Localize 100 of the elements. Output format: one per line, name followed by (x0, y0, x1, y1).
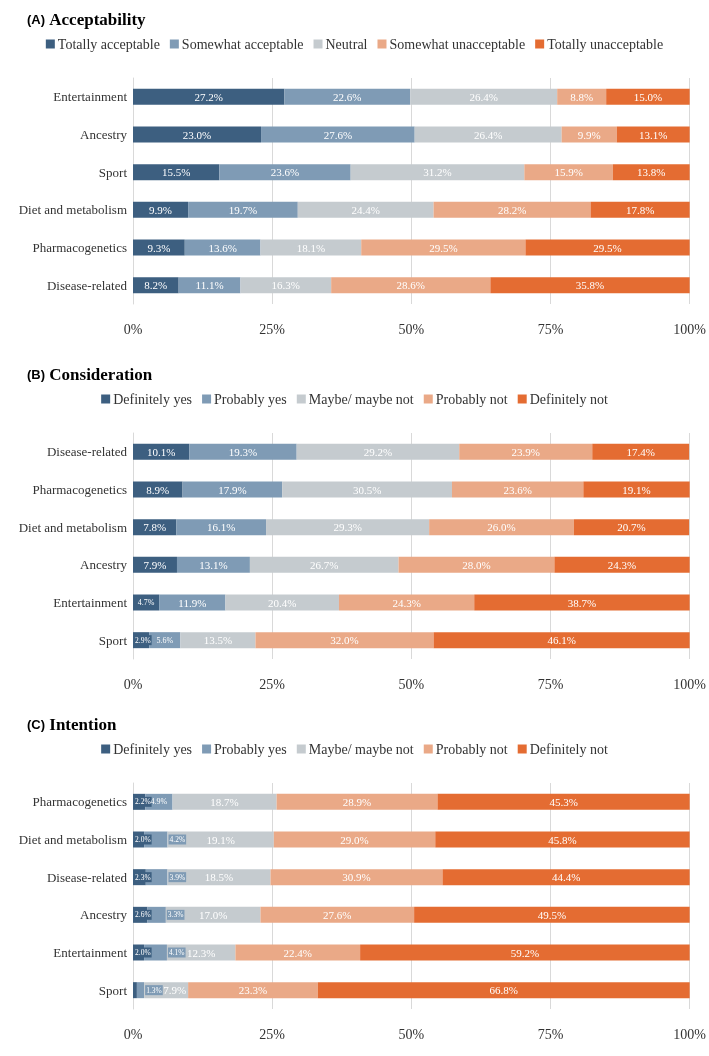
data-label: 17.8% (625, 203, 655, 216)
data-label: 7.9% (143, 558, 167, 571)
bar (360, 944, 690, 961)
legend-label: Somewhat acceptable (181, 36, 304, 52)
x-tick-label: 50% (398, 321, 425, 337)
data-label: 28.0% (462, 558, 491, 571)
data-label: 28.2% (497, 203, 527, 216)
data-label: 24.3% (607, 558, 637, 571)
data-label: 26.7% (310, 558, 339, 571)
data-label: 32.0% (330, 634, 359, 647)
legend-label: Definitely yes (113, 741, 193, 757)
y-tick-label: Disease-related (46, 444, 128, 460)
x-tick-label: 25% (259, 1026, 286, 1042)
bar (590, 201, 690, 218)
x-tick-label: 25% (259, 321, 286, 337)
data-label: 29.3% (333, 521, 362, 534)
data-label: 13.8% (637, 166, 666, 179)
x-tick-label: 50% (398, 676, 425, 692)
legend-label: Definitely yes (113, 391, 193, 407)
data-label: 8.9% (146, 483, 170, 496)
data-label: 11.1% (195, 279, 224, 292)
bar (474, 594, 690, 611)
bar (182, 481, 283, 498)
bar (266, 519, 430, 536)
data-label: 45.3% (549, 795, 578, 808)
legend-label: Definitely not (529, 391, 608, 407)
bar (188, 201, 298, 218)
x-tick-label: 100% (673, 321, 707, 337)
data-label: 19.7% (228, 203, 258, 216)
chart-title: (B) Consideration (27, 365, 153, 384)
y-tick-label: Entertainment (53, 945, 128, 960)
bar (554, 556, 690, 573)
data-label: 20.4% (267, 596, 297, 609)
legend-label: Probably not (435, 391, 508, 407)
data-label: 26.4% (473, 128, 503, 141)
x-tick-label: 75% (537, 1026, 564, 1042)
y-tick-label: Diet and metabolism (18, 202, 127, 218)
data-label: 30.5% (352, 483, 382, 496)
bar (273, 831, 436, 848)
legend-label: Probably yes (214, 741, 287, 757)
data-label: 19.1% (622, 483, 651, 496)
bar (350, 164, 525, 181)
legend-label: Somewhat unacceptable (389, 36, 526, 52)
data-label: 23.3% (238, 984, 268, 997)
x-tick-label: 50% (398, 1026, 425, 1042)
data-label: 66.8% (489, 984, 518, 997)
data-label: 27.2% (194, 90, 223, 103)
bar (133, 982, 137, 999)
data-label: 20.7% (617, 521, 646, 534)
bar (133, 164, 220, 181)
bar (270, 869, 443, 886)
bar (573, 519, 690, 536)
data-label: 49.5% (537, 908, 567, 921)
bar (338, 594, 475, 611)
data-label: 10.1% (146, 445, 176, 458)
y-tick-label: Entertainment (53, 595, 128, 610)
data-label: 13.1% (639, 128, 668, 141)
data-label: 4.7% (137, 598, 155, 607)
legend-label: Definitely not (529, 741, 608, 757)
data-label: 27.6% (323, 128, 353, 141)
data-label: 28.9% (342, 795, 372, 808)
bar (414, 906, 690, 923)
bar (225, 594, 339, 611)
data-label: 22.4% (283, 946, 312, 959)
data-label: 16.1% (207, 521, 236, 534)
bar (442, 869, 690, 886)
data-label: 27.6% (323, 908, 352, 921)
legend-label: Maybe/ maybe not (308, 391, 414, 407)
bar (490, 277, 690, 294)
y-tick-label: Disease-related (46, 277, 128, 293)
legend-label: Totally acceptable (57, 36, 160, 52)
data-label: 44.4% (551, 871, 581, 884)
y-tick-label: Pharmacogenetics (32, 482, 127, 497)
bar (176, 556, 250, 573)
bar (240, 277, 332, 294)
bar (260, 906, 415, 923)
bar (235, 944, 361, 961)
y-tick-label: Disease-related (46, 869, 128, 885)
data-label: 35.8% (575, 279, 605, 292)
bar (524, 164, 613, 181)
data-label: 7.8% (143, 521, 167, 534)
data-label: 11.9% (178, 596, 207, 609)
data-label: 23.9% (511, 445, 540, 458)
bar (606, 88, 690, 105)
data-label: 30.9% (342, 871, 371, 884)
data-label: 38.7% (567, 596, 597, 609)
x-tick-label: 100% (673, 1026, 707, 1042)
y-tick-label: Diet and metabolism (18, 519, 127, 535)
bar (361, 239, 526, 256)
bar (284, 88, 411, 105)
bar (180, 632, 256, 649)
bar (433, 201, 591, 218)
data-label: 9.3% (147, 241, 171, 254)
data-label: 29.5% (593, 241, 622, 254)
data-label: 15.5% (161, 166, 191, 179)
bar (331, 277, 491, 294)
legend-label: Maybe/ maybe not (308, 741, 414, 757)
data-label: 8.8% (570, 90, 594, 103)
x-tick-label: 25% (259, 676, 286, 692)
bar (260, 239, 362, 256)
